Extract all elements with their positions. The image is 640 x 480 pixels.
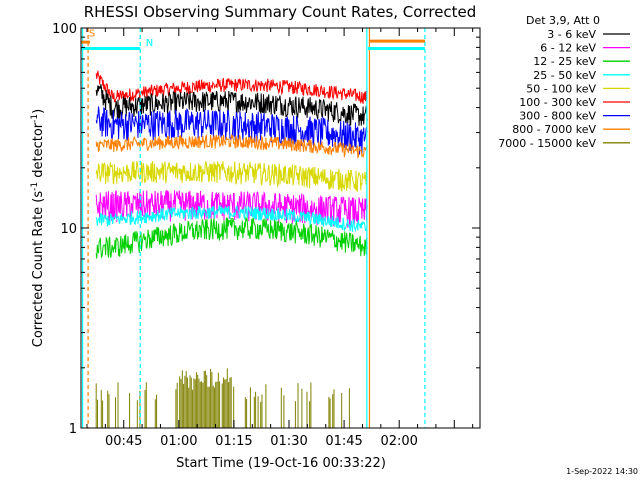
legend-label: 12 - 25 keV (533, 55, 596, 68)
series-12-25-line (95, 217, 368, 259)
legend-label: 3 - 6 keV (547, 28, 596, 41)
legend-label: 50 - 100 keV (526, 82, 596, 95)
x-tick-label: 01:45 (325, 434, 362, 449)
y-tick-label: 10 (60, 222, 77, 237)
series-300-800-line (95, 106, 368, 155)
legend-label: 300 - 800 keV (519, 110, 596, 123)
legend-label: 800 - 7000 keV (512, 123, 596, 136)
legend-label: 25 - 50 keV (533, 69, 596, 82)
legend-label: 6 - 12 keV (540, 42, 596, 55)
y-tick-label: 100 (52, 22, 77, 37)
legend-label: 7000 - 15000 keV (498, 137, 596, 150)
annotation-s: S (89, 28, 95, 39)
x-tick-label: 01:15 (215, 434, 252, 449)
series-50-100-line (95, 161, 368, 193)
x-tick-label: 00:45 (105, 434, 142, 449)
legend-label: 100 - 300 keV (519, 96, 596, 109)
y-tick-label: 1 (69, 422, 77, 437)
legend-header: Det 3,9, Att 0 (526, 14, 600, 27)
annotation-n: N (146, 38, 153, 49)
footer-timestamp: 1-Sep-2022 14:30 (566, 467, 638, 476)
x-tick-label: 01:00 (160, 434, 197, 449)
x-tick-label: 01:30 (270, 434, 307, 449)
y-axis-label: Corrected Count Rate (s-1 detector-1) (30, 109, 46, 347)
x-axis-label: Start Time (19-Oct-16 00:33:22) (176, 456, 386, 471)
series-800-7000-line (95, 133, 368, 159)
axis-layer: 1 10 100 00:45 01:00 01:15 01:30 01:45 02:00 (52, 22, 480, 449)
series-100-300-line (95, 70, 368, 105)
chart-title: RHESSI Observing Summary Count Rates, Co… (84, 3, 477, 21)
data-layer (95, 70, 368, 428)
series-25-50-line (95, 205, 368, 233)
series-3-6-line (95, 84, 368, 127)
series-7000-15000-line (95, 368, 350, 428)
series-6-12-line (95, 189, 368, 228)
x-tick-label: 02:00 (380, 434, 417, 449)
